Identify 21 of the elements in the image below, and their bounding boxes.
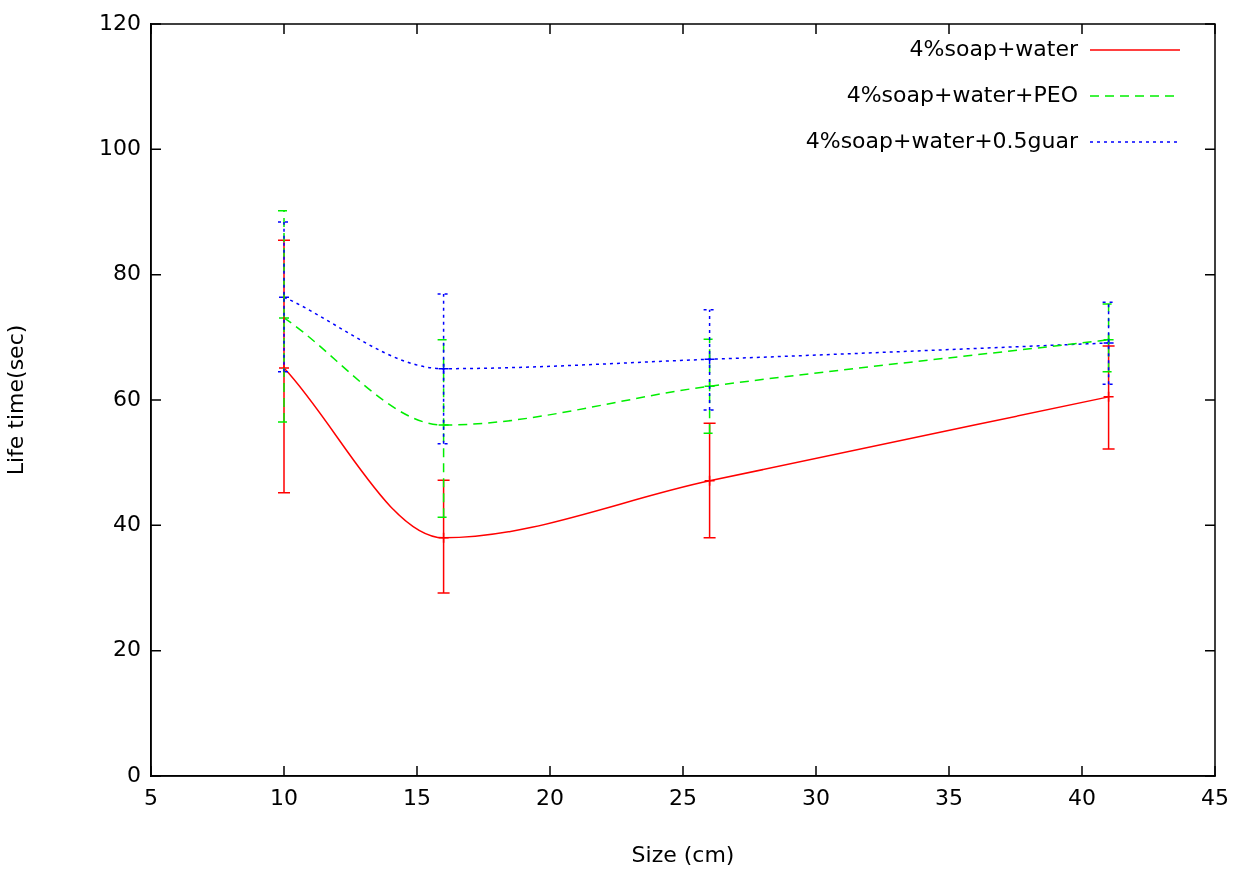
x-tick-label: 25 — [669, 784, 697, 810]
x-tick-label: 20 — [536, 784, 564, 810]
legend-label: 4%soap+water — [909, 35, 1079, 61]
x-tick-label: 35 — [935, 784, 963, 810]
y-tick-label: 20 — [113, 636, 141, 662]
x-tick-label: 45 — [1201, 784, 1229, 810]
x-tick-label: 10 — [270, 784, 298, 810]
legend-label: 4%soap+water+PEO — [846, 81, 1078, 107]
x-tick-label: 5 — [144, 784, 158, 810]
y-axis-title: Life time(sec) — [2, 324, 28, 476]
x-tick-label: 30 — [802, 784, 830, 810]
legend-label: 4%soap+water+0.5guar — [805, 127, 1079, 153]
y-tick-label: 80 — [113, 260, 141, 286]
y-tick-label: 60 — [113, 385, 141, 411]
x-axis-title: Size (cm) — [631, 841, 735, 867]
y-tick-label: 100 — [99, 135, 141, 161]
x-tick-label: 40 — [1068, 784, 1096, 810]
x-tick-label: 15 — [403, 784, 431, 810]
y-tick-label: 120 — [99, 9, 141, 35]
y-tick-label: 0 — [127, 761, 141, 787]
y-tick-label: 40 — [113, 511, 141, 537]
